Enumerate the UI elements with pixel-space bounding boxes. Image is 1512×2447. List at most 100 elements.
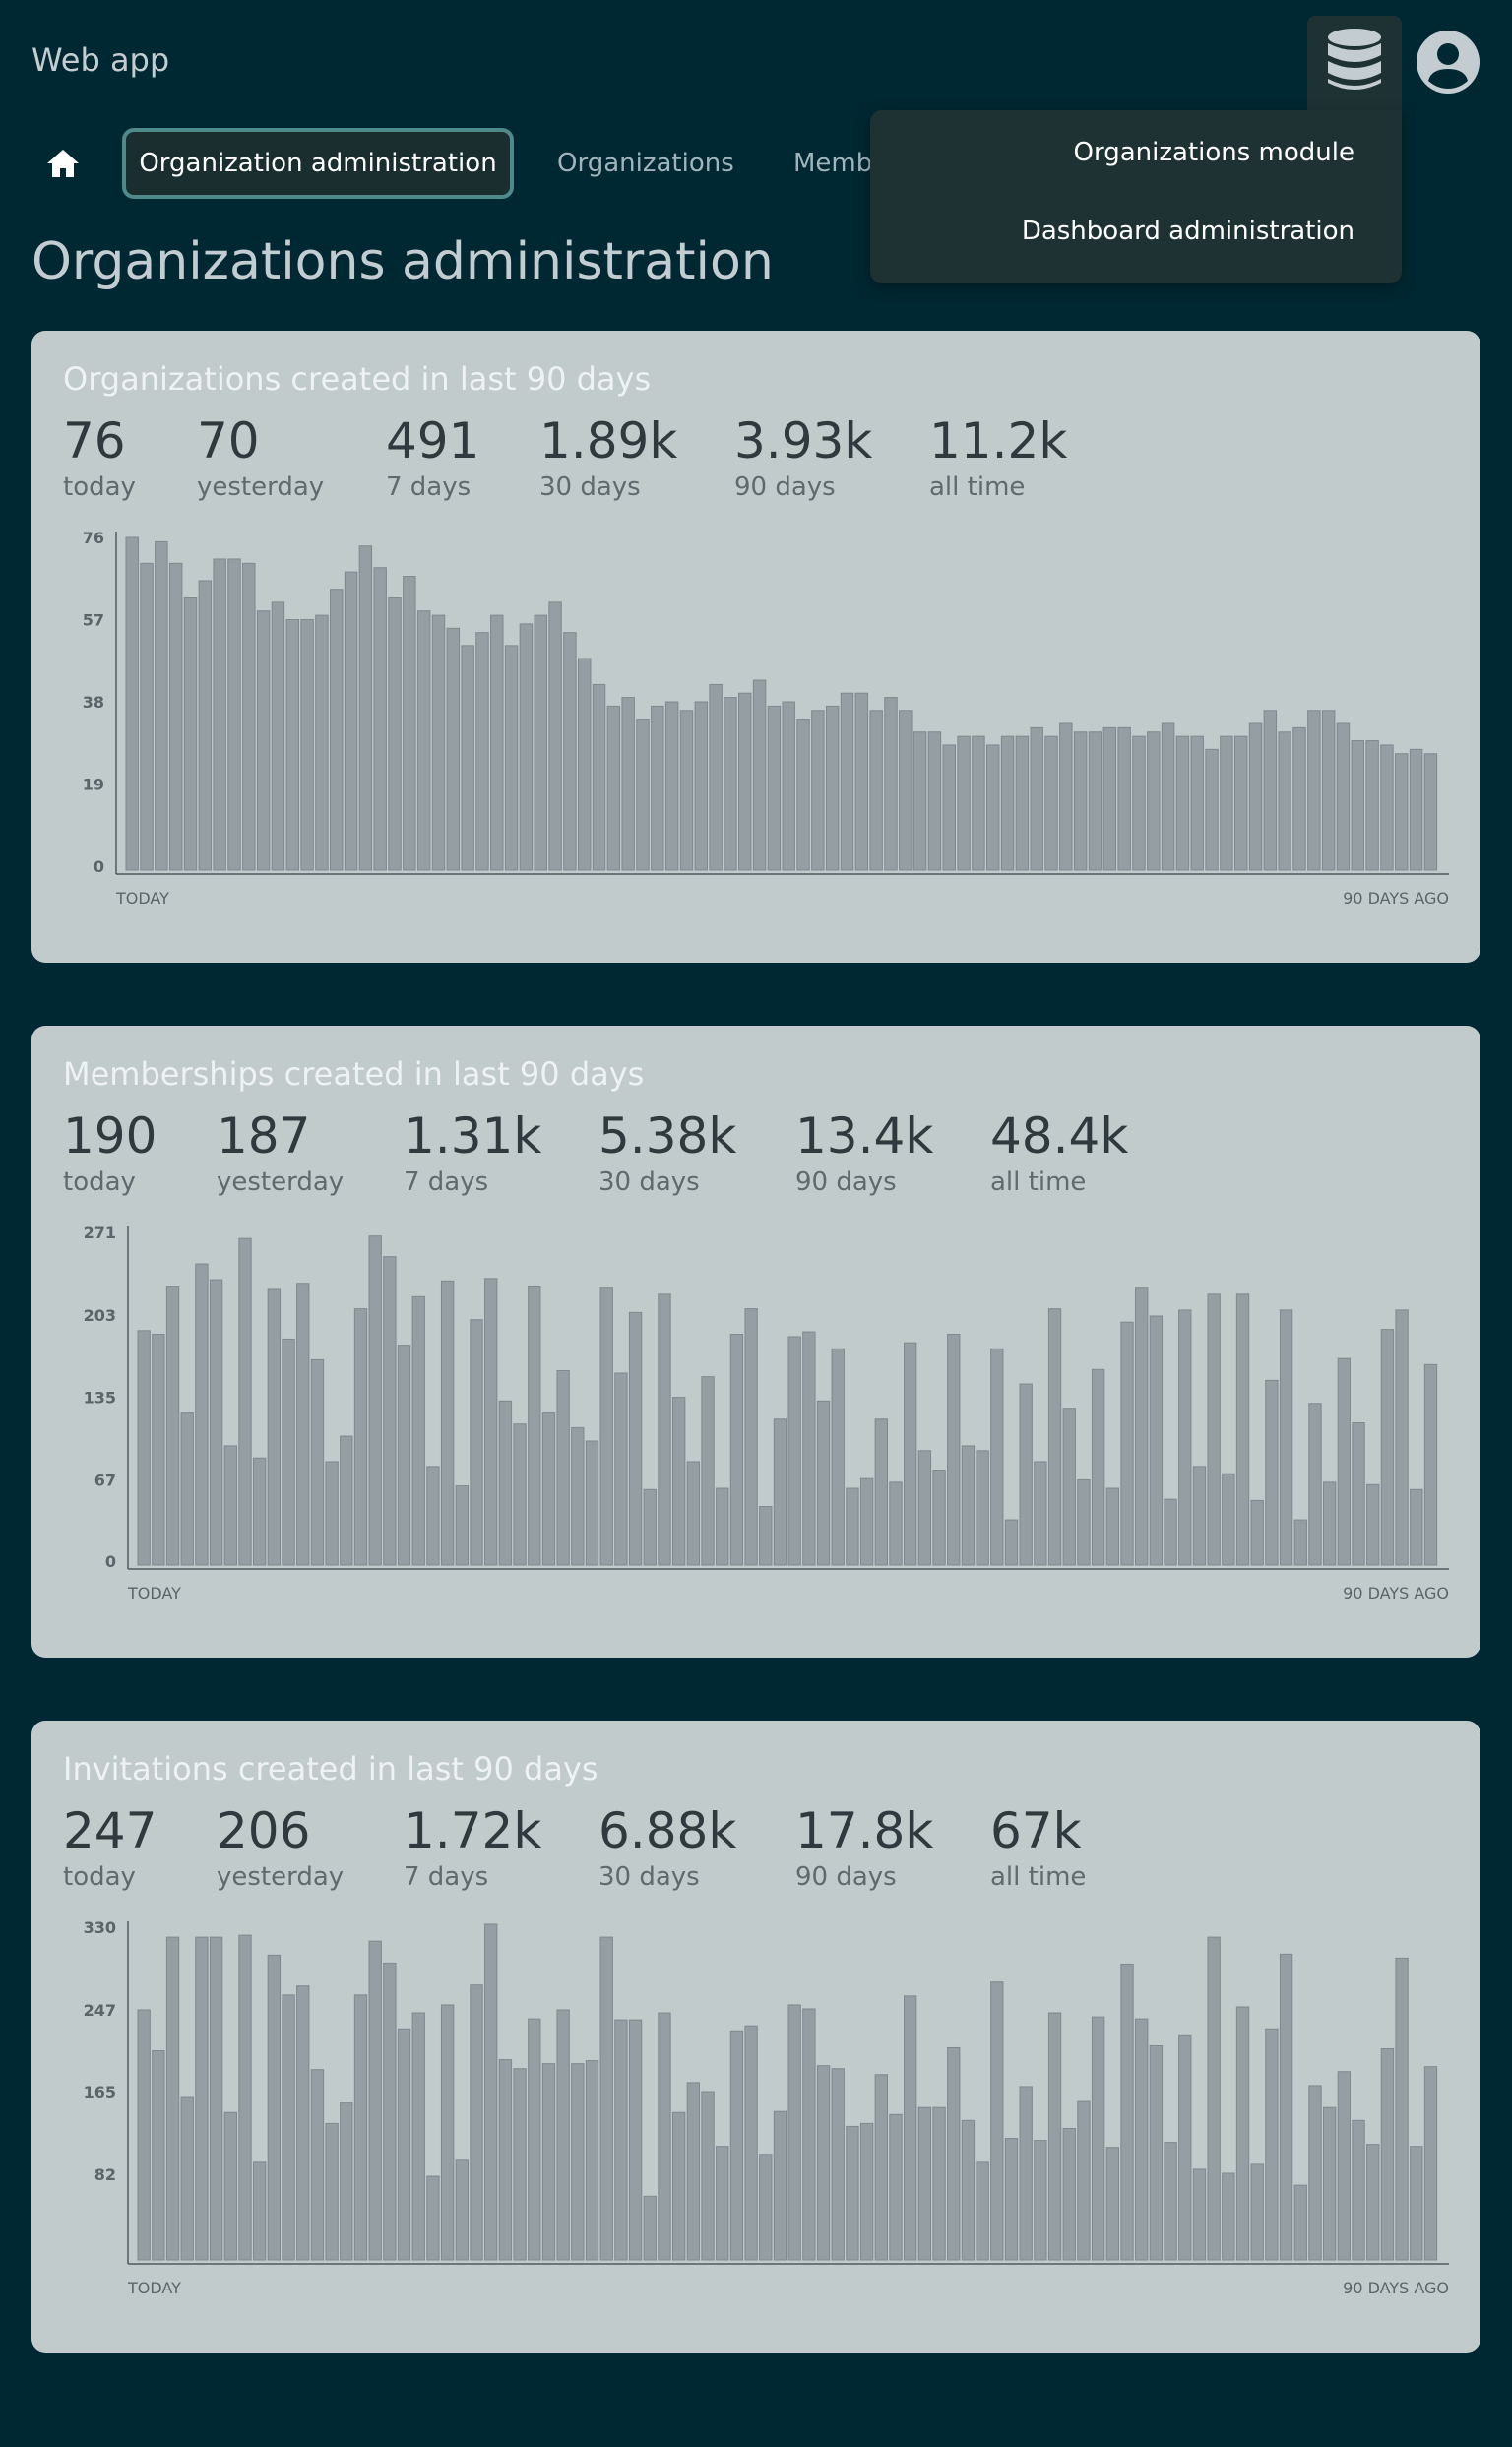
bar[interactable] (904, 1342, 917, 1566)
bar[interactable] (976, 1450, 989, 1566)
bar[interactable] (1336, 722, 1351, 871)
bar[interactable] (397, 2028, 411, 2261)
bar[interactable] (1265, 1379, 1279, 1566)
bar[interactable] (330, 589, 344, 871)
bar[interactable] (1235, 1293, 1250, 1566)
bar[interactable] (724, 697, 737, 871)
bar[interactable] (884, 697, 898, 871)
bar[interactable] (1047, 2012, 1062, 2261)
bar[interactable] (325, 1461, 339, 1566)
bar[interactable] (917, 1450, 932, 1566)
bar[interactable] (1410, 1488, 1423, 1566)
bar[interactable] (484, 1923, 498, 2261)
bar[interactable] (585, 1440, 599, 1566)
bar[interactable] (1149, 2044, 1164, 2261)
bar[interactable] (614, 1372, 628, 1566)
bar[interactable] (563, 632, 577, 871)
bar[interactable] (1263, 710, 1278, 871)
bar[interactable] (1293, 1519, 1307, 1566)
bar[interactable] (1292, 726, 1306, 871)
bar[interactable] (671, 2111, 686, 2261)
bar[interactable] (859, 2122, 874, 2261)
bar[interactable] (869, 710, 883, 871)
bar[interactable] (1308, 1403, 1322, 1566)
bar[interactable] (1235, 2006, 1250, 2261)
bar[interactable] (498, 2059, 513, 2261)
bar[interactable] (658, 2012, 671, 2261)
bar[interactable] (1409, 748, 1423, 871)
bar[interactable] (1149, 1315, 1164, 1566)
bar[interactable] (209, 1936, 223, 2261)
bar[interactable] (846, 2125, 859, 2261)
bar[interactable] (198, 580, 213, 871)
bar[interactable] (368, 1940, 382, 2261)
bar[interactable] (709, 683, 723, 871)
bar[interactable] (1321, 710, 1336, 871)
bar[interactable] (1120, 1321, 1134, 1566)
bar[interactable] (152, 1334, 165, 1566)
bar[interactable] (972, 735, 985, 871)
bar[interactable] (242, 562, 256, 871)
bar[interactable] (942, 744, 956, 871)
bar[interactable] (1366, 2144, 1380, 2261)
database-menu-button[interactable] (1307, 16, 1402, 112)
bar[interactable] (651, 705, 664, 871)
bar[interactable] (729, 1334, 744, 1566)
bar[interactable] (571, 2063, 585, 2261)
bar[interactable] (1365, 740, 1379, 871)
bar[interactable] (519, 623, 534, 871)
bar[interactable] (223, 2111, 237, 2261)
menu-item-dashboard-administration[interactable]: Dashboard administration (1021, 217, 1354, 246)
bar[interactable] (1147, 731, 1161, 871)
bar[interactable] (1132, 735, 1146, 871)
bar[interactable] (498, 1400, 513, 1566)
bar[interactable] (470, 1319, 483, 1566)
bar[interactable] (1395, 1957, 1409, 2261)
bar[interactable] (223, 1445, 237, 1566)
bar[interactable] (285, 619, 299, 871)
bar[interactable] (513, 1423, 527, 1566)
bar[interactable] (238, 1237, 252, 1566)
bar[interactable] (504, 645, 519, 871)
bar[interactable] (1279, 1309, 1293, 1566)
bar[interactable] (628, 2019, 643, 2261)
bar[interactable] (788, 1336, 801, 1566)
bar[interactable] (340, 1435, 353, 1566)
bar[interactable] (1004, 1519, 1019, 1566)
bar[interactable] (353, 1994, 368, 2261)
bar[interactable] (1205, 748, 1219, 871)
bar[interactable] (716, 2146, 729, 2261)
bar[interactable] (1351, 740, 1365, 871)
bar[interactable] (1059, 722, 1073, 871)
bar[interactable] (1105, 2147, 1120, 2261)
bar[interactable] (137, 1330, 151, 1566)
bar[interactable] (599, 1287, 613, 1566)
bar[interactable] (358, 545, 373, 871)
bar[interactable] (990, 1981, 1004, 2261)
bar[interactable] (397, 1345, 411, 1566)
bar[interactable] (1207, 1293, 1221, 1566)
bar[interactable] (180, 2096, 194, 2261)
bar[interactable] (1337, 2071, 1352, 2261)
user-menu-button[interactable] (1414, 28, 1482, 96)
bar[interactable] (571, 1426, 585, 1566)
bar[interactable] (353, 1308, 368, 1566)
bar[interactable] (1000, 735, 1015, 871)
bar[interactable] (1423, 753, 1438, 871)
bar[interactable] (1322, 1481, 1337, 1566)
bar[interactable] (767, 705, 782, 871)
bar[interactable] (556, 2009, 570, 2261)
bar[interactable] (411, 2012, 425, 2261)
bar[interactable] (1423, 2066, 1438, 2261)
bar[interactable] (431, 614, 446, 871)
bar[interactable] (1250, 1499, 1264, 1566)
bar[interactable] (344, 571, 358, 871)
bar[interactable] (168, 562, 183, 871)
bar[interactable] (1091, 1368, 1105, 1566)
bar[interactable] (874, 1418, 888, 1566)
bar[interactable] (1019, 2086, 1033, 2261)
bar[interactable] (599, 1936, 613, 2261)
tab-organizations[interactable]: Organizations (557, 149, 734, 178)
bar[interactable] (1077, 2100, 1091, 2261)
bar[interactable] (773, 2110, 788, 2261)
